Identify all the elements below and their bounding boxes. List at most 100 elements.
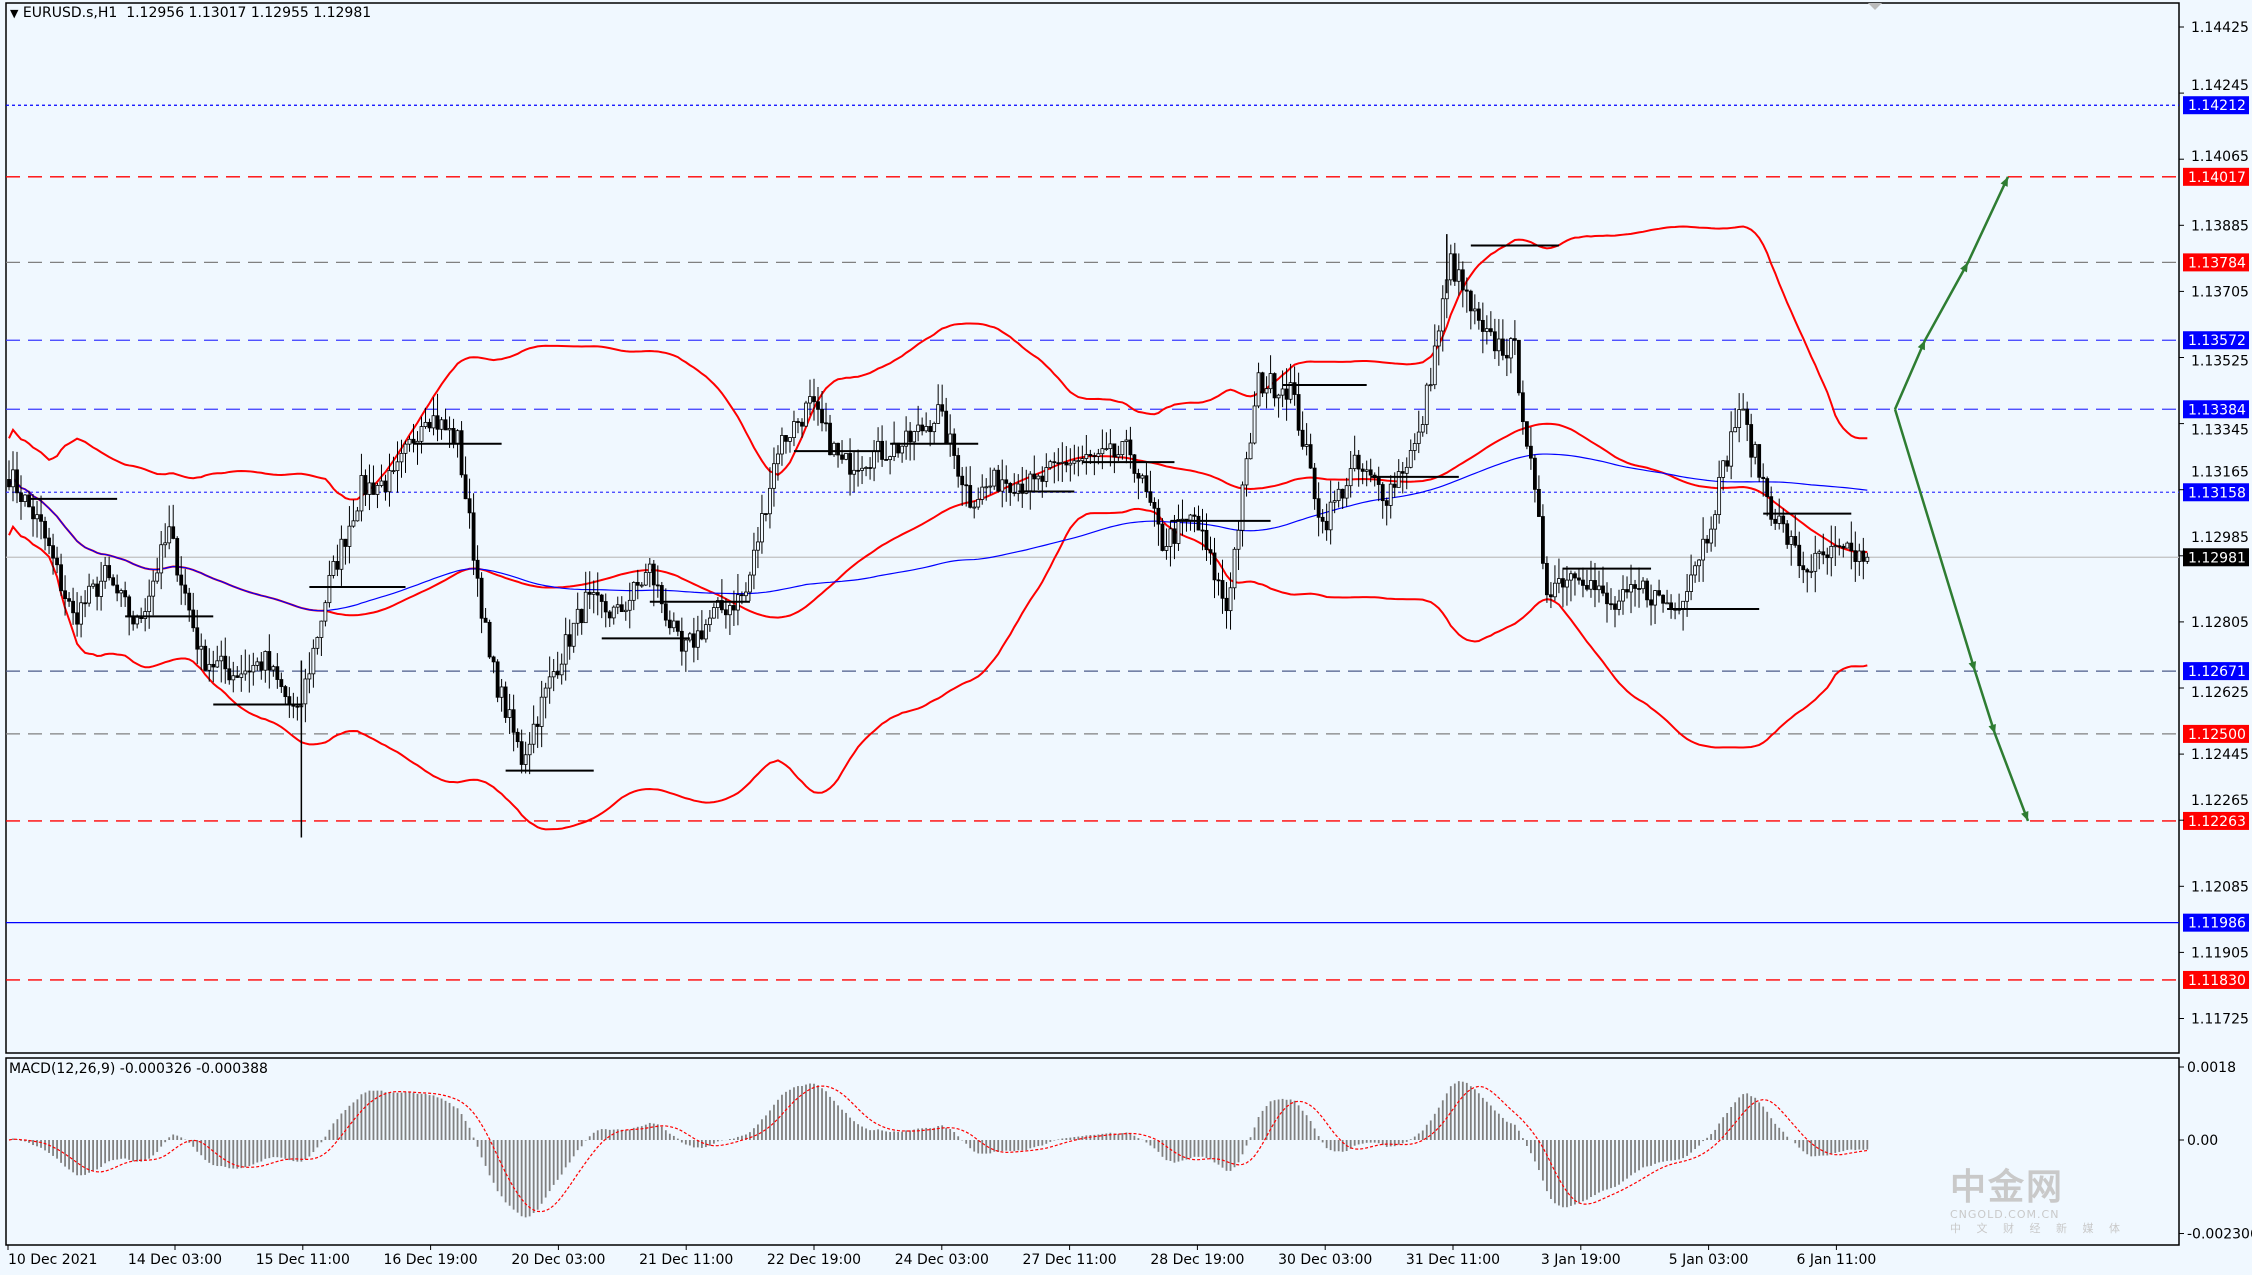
candle-body: [1805, 569, 1810, 573]
candle-body: [567, 634, 572, 647]
candle-body: [1837, 545, 1842, 548]
candle-body: [179, 574, 184, 586]
candle-body: [968, 485, 973, 508]
candle-body: [59, 564, 63, 592]
candle-body: [804, 402, 808, 427]
time-axis-label: 3 Jan 19:00: [1541, 1252, 1621, 1268]
level-price-tag: [2183, 400, 2249, 419]
level-price-tag: [2183, 331, 2249, 350]
candle-body: [1577, 577, 1581, 581]
candle-body: [996, 469, 1001, 492]
candle-body: [335, 561, 340, 570]
candle-body: [171, 526, 176, 539]
candle-body: [1172, 528, 1177, 544]
candle-body: [1653, 590, 1657, 606]
candle-body: [1685, 591, 1689, 602]
candle-body: [1448, 253, 1453, 281]
level-price-tag: [2183, 662, 2249, 681]
candle-body: [631, 581, 636, 601]
candle-body: [323, 602, 328, 622]
candle-body: [251, 664, 256, 673]
candle-body: [1841, 545, 1846, 549]
candle-body: [916, 424, 921, 432]
candle-body: [23, 494, 27, 502]
candle-body: [627, 599, 632, 611]
candle-body: [744, 591, 748, 597]
candle-body: [675, 620, 680, 632]
candle-body: [1765, 478, 1770, 498]
candle-body: [543, 687, 548, 698]
candle-body: [223, 655, 228, 670]
price-axis-label: 1.12805: [2191, 615, 2249, 631]
candle-body: [1553, 582, 1557, 598]
candle-body: [1284, 388, 1289, 400]
candle-body: [15, 469, 19, 494]
candle-body: [155, 572, 160, 582]
candle-body: [1581, 579, 1585, 586]
candle-body: [1857, 550, 1862, 562]
time-axis-label: 15 Dec 11:00: [256, 1252, 350, 1268]
candle-body: [243, 670, 248, 675]
candle-body: [1204, 529, 1209, 551]
candle-body: [27, 494, 31, 508]
candle-body: [707, 617, 712, 626]
watermark-site: CNGOLD.COM.CN: [1950, 1208, 2060, 1221]
level-price-label: 1.11986: [2188, 916, 2246, 932]
candle-body: [151, 580, 156, 597]
candle-body: [1220, 580, 1225, 599]
candle-body: [740, 594, 744, 597]
candle-body: [131, 616, 136, 625]
price-axis-label: 1.12985: [2191, 530, 2249, 546]
candle-body: [387, 470, 392, 493]
candle-body: [303, 678, 308, 705]
candle-body: [1408, 450, 1413, 468]
candle-body: [1168, 528, 1173, 547]
candle-body: [371, 482, 376, 495]
macd-label: MACD(12,26,9) -0.000326 -0.000388: [9, 1061, 268, 1077]
candle-body: [175, 538, 180, 576]
candle-body: [1797, 544, 1802, 567]
price-axis-label: 1.13525: [2191, 354, 2249, 370]
candle-body: [1080, 458, 1085, 462]
candle-body: [167, 526, 172, 544]
candle-body: [1232, 548, 1237, 589]
candle-body: [399, 452, 404, 463]
candle-body: [1316, 498, 1321, 518]
candle-body: [936, 404, 941, 424]
candle-body: [1573, 573, 1577, 579]
candle-body: [115, 584, 120, 594]
candle-body: [1829, 545, 1834, 559]
candle-body: [1789, 536, 1794, 545]
time-axis-label: 24 Dec 03:00: [895, 1252, 989, 1268]
candle-body: [1328, 501, 1333, 531]
candle-body: [187, 592, 192, 611]
time-axis-label: 5 Jan 03:00: [1669, 1252, 1749, 1268]
candle-body: [1084, 454, 1089, 459]
candle-body: [800, 421, 804, 427]
candle-body: [499, 686, 504, 698]
triangle-down-icon[interactable]: ▼: [10, 7, 19, 20]
candle-body: [603, 601, 608, 613]
candle-body: [964, 484, 969, 487]
candle-body: [1036, 475, 1041, 480]
candle-body: [888, 456, 892, 461]
candle-body: [1332, 500, 1337, 503]
level-price-label: 1.13784: [2188, 255, 2246, 271]
candle-body: [1825, 554, 1830, 559]
candle-body: [423, 421, 428, 427]
candle-body: [539, 696, 544, 727]
candle-body: [683, 639, 688, 652]
candle-body: [1460, 269, 1465, 291]
candle-body: [691, 633, 696, 648]
candle-body: [1637, 588, 1641, 590]
candle-body: [1617, 600, 1621, 610]
candle-body: [1164, 546, 1169, 551]
level-price-tag: [2183, 96, 2249, 115]
candle-body: [928, 426, 933, 433]
candle-body: [79, 602, 83, 625]
candle-body: [784, 435, 788, 442]
price-axis-label: 1.13165: [2191, 465, 2249, 481]
candle-body: [547, 676, 552, 689]
candle-body: [1741, 408, 1746, 411]
